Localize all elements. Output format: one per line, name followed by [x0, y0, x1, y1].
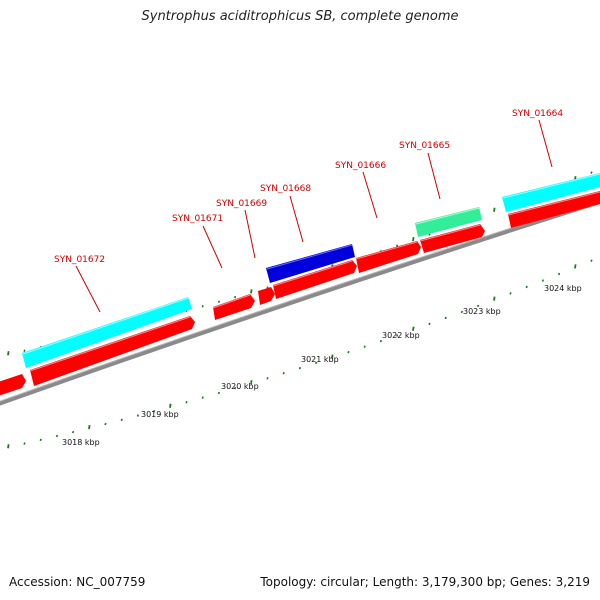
minor-tick: [72, 430, 75, 434]
lower-tick-row: [7, 259, 593, 449]
minor-tick: [266, 377, 269, 380]
feature-cyan-2[interactable]: [502, 173, 600, 212]
minor-tick: [282, 372, 285, 375]
kbp-label: 3020 kbp: [221, 382, 259, 391]
minor-tick: [234, 295, 237, 299]
minor-tick: [104, 422, 107, 426]
red-feature-row: [0, 191, 600, 397]
minor-tick: [298, 366, 301, 370]
kbp-label: 3024 kbp: [544, 284, 582, 293]
topology-text: Topology: circular; Length: 3,179,300 bp…: [260, 575, 590, 589]
feature-cyan-1[interactable]: [22, 297, 192, 368]
gene-label[interactable]: SYN_01671: [172, 214, 223, 224]
minor-tick: [428, 322, 431, 326]
minor-tick: [509, 292, 512, 295]
minor-tick: [201, 305, 204, 308]
major-tick: [250, 289, 253, 294]
minor-tick: [234, 386, 237, 390]
minor-tick: [120, 418, 123, 422]
major-tick: [250, 380, 253, 385]
minor-tick: [590, 259, 593, 262]
backbone: [0, 199, 600, 406]
minor-tick: [217, 300, 220, 303]
major-tick: [412, 326, 415, 331]
major-tick: [7, 444, 10, 449]
minor-tick: [396, 334, 399, 337]
minor-tick: [23, 349, 26, 353]
kbp-labels: 3018 kbp 3019 kbp 3020 kbp 3021 kbp 3022…: [62, 284, 582, 447]
feature-green-1[interactable]: [415, 207, 482, 237]
feature-red-1[interactable]: [0, 374, 26, 397]
major-tick: [412, 237, 415, 242]
accession-text: Accession: NC_007759: [9, 575, 146, 589]
gene-label[interactable]: SYN_01666: [335, 161, 386, 171]
minor-tick: [379, 339, 382, 343]
minor-tick: [217, 391, 220, 395]
minor-tick: [201, 396, 204, 399]
kbp-label: 3023 kbp: [463, 307, 501, 316]
gene-label[interactable]: SYN_01668: [260, 184, 311, 194]
gene-label[interactable]: SYN_01665: [399, 141, 450, 151]
feature-red-2[interactable]: [30, 316, 195, 386]
kbp-label: 3021 kbp: [301, 355, 339, 364]
minor-tick: [363, 345, 366, 348]
minor-tick: [558, 272, 561, 276]
minor-tick: [315, 361, 318, 365]
gene-label[interactable]: SYN_01664: [512, 109, 563, 119]
upper-feature-row: [22, 173, 600, 368]
gene-labels: SYN_01672 SYN_01671 SYN_01669 SYN_01668 …: [54, 109, 563, 313]
minor-tick: [541, 279, 544, 282]
minor-tick: [525, 285, 528, 289]
major-tick: [493, 296, 496, 301]
kbp-label: 3019 kbp: [141, 410, 179, 419]
feature-red-7[interactable]: [420, 224, 485, 253]
gene-label[interactable]: SYN_01669: [216, 199, 267, 209]
minor-tick: [347, 350, 350, 354]
kbp-label: 3022 kbp: [382, 331, 420, 340]
minor-tick: [55, 434, 58, 438]
feature-red-5[interactable]: [273, 260, 357, 299]
minor-tick: [396, 244, 399, 247]
major-tick: [331, 354, 334, 359]
feature-red-8[interactable]: [508, 191, 600, 228]
feature-red-3[interactable]: [213, 294, 255, 320]
major-tick: [7, 351, 10, 356]
minor-tick: [23, 442, 26, 445]
minor-tick: [185, 401, 188, 404]
major-tick: [574, 264, 577, 269]
major-tick: [169, 403, 172, 408]
minor-tick: [460, 310, 463, 314]
feature-red-6[interactable]: [356, 241, 421, 273]
minor-tick: [39, 438, 42, 442]
minor-tick: [153, 409, 156, 413]
gene-label[interactable]: SYN_01672: [54, 255, 105, 265]
major-tick: [493, 207, 496, 212]
feature-blue-1[interactable]: [266, 244, 355, 283]
feature-red-4[interactable]: [258, 287, 275, 305]
kbp-label: 3018 kbp: [62, 438, 100, 447]
minor-tick: [136, 414, 139, 417]
minor-tick: [444, 316, 447, 320]
minor-tick: [477, 304, 480, 308]
minor-tick: [590, 171, 593, 174]
map-title: Syntrophus aciditrophicus SB, complete g…: [141, 9, 459, 24]
major-tick: [88, 424, 91, 430]
